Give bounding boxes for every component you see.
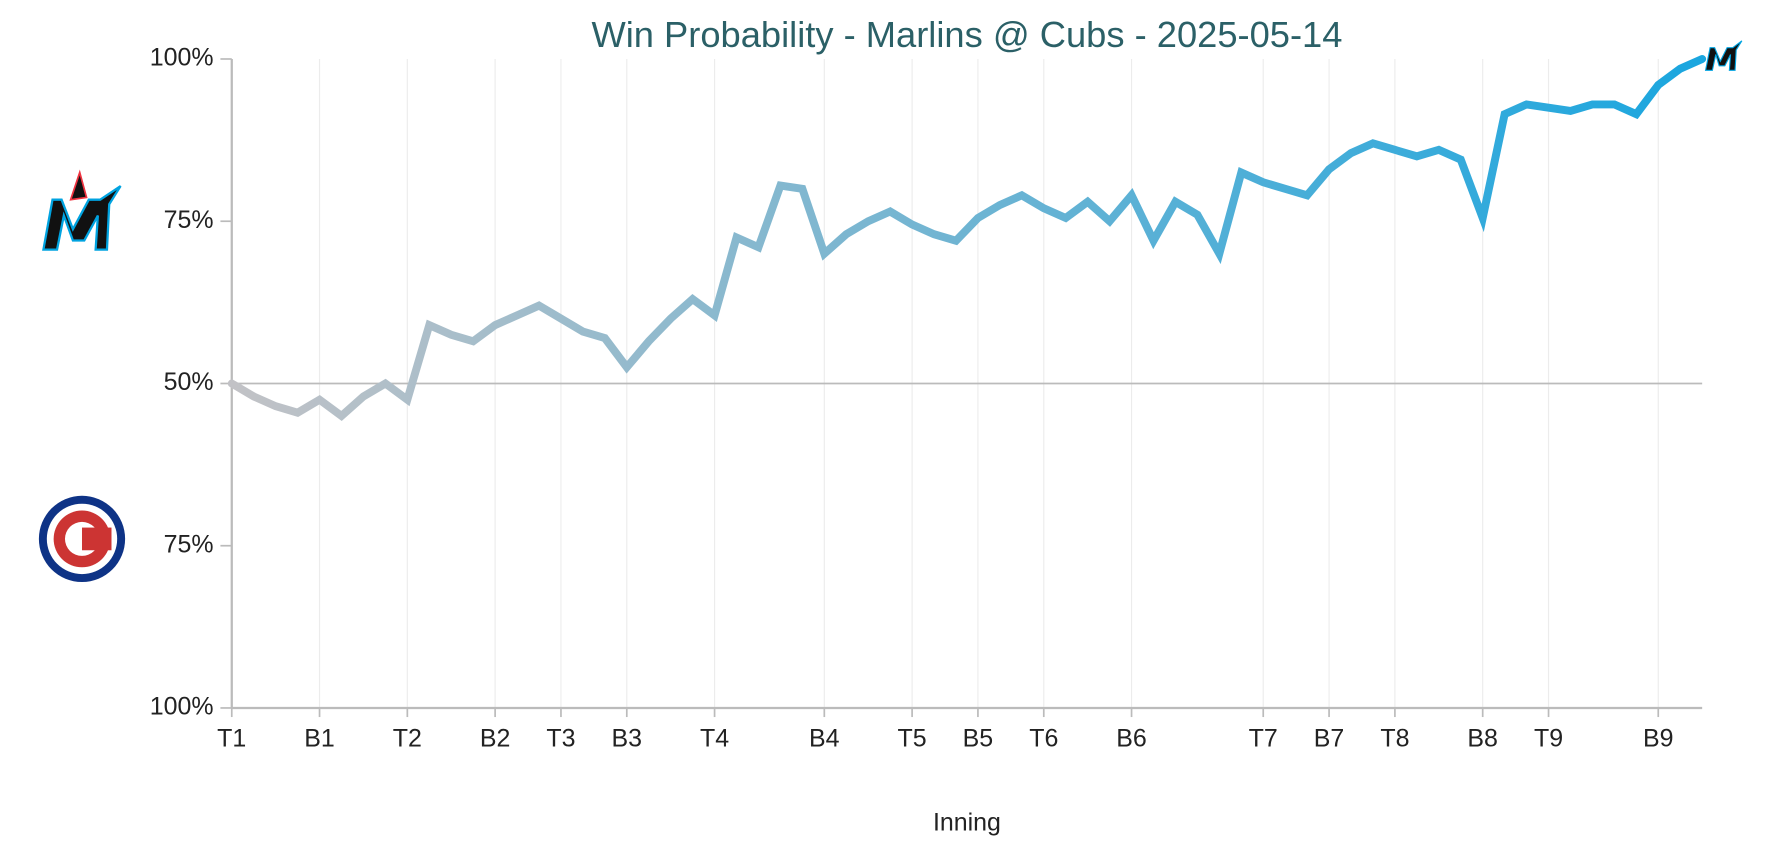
- y-tick-label: 100%: [150, 44, 214, 72]
- x-tick-label: B6: [1116, 724, 1147, 752]
- x-tick-label: B3: [612, 724, 643, 752]
- win-probability-line: [227, 55, 1707, 422]
- x-tick-label: T1: [217, 724, 246, 752]
- x-tick-label: B8: [1467, 724, 1498, 752]
- x-tick-label: B1: [304, 724, 335, 752]
- x-tick-label: B4: [809, 724, 840, 752]
- marlins-end-logo: [1704, 40, 1743, 71]
- y-tick-label: 50%: [164, 368, 214, 396]
- cubs-logo: [38, 495, 126, 583]
- x-axis-label: Inning: [933, 808, 1001, 836]
- x-tick-label: B7: [1314, 724, 1345, 752]
- x-tick-label: B9: [1643, 724, 1674, 752]
- marlins-logo: [42, 169, 122, 251]
- x-tick-label: T2: [393, 724, 422, 752]
- x-tick-label: T3: [546, 724, 575, 752]
- x-tick-label: T8: [1380, 724, 1409, 752]
- x-tick-label: T7: [1249, 724, 1278, 752]
- x-tick-label: T5: [898, 724, 927, 752]
- x-tick-label: T9: [1534, 724, 1563, 752]
- y-tick-label: 75%: [164, 530, 214, 558]
- y-tick-label: 100%: [150, 693, 214, 721]
- x-tick-label: B5: [963, 724, 994, 752]
- y-tick-label: 75%: [164, 206, 214, 234]
- x-tick-label: T4: [700, 724, 729, 752]
- x-tick-label: B2: [480, 724, 511, 752]
- chart-title: Win Probability - Marlins @ Cubs - 2025-…: [591, 14, 1342, 55]
- x-tick-label: T6: [1029, 724, 1058, 752]
